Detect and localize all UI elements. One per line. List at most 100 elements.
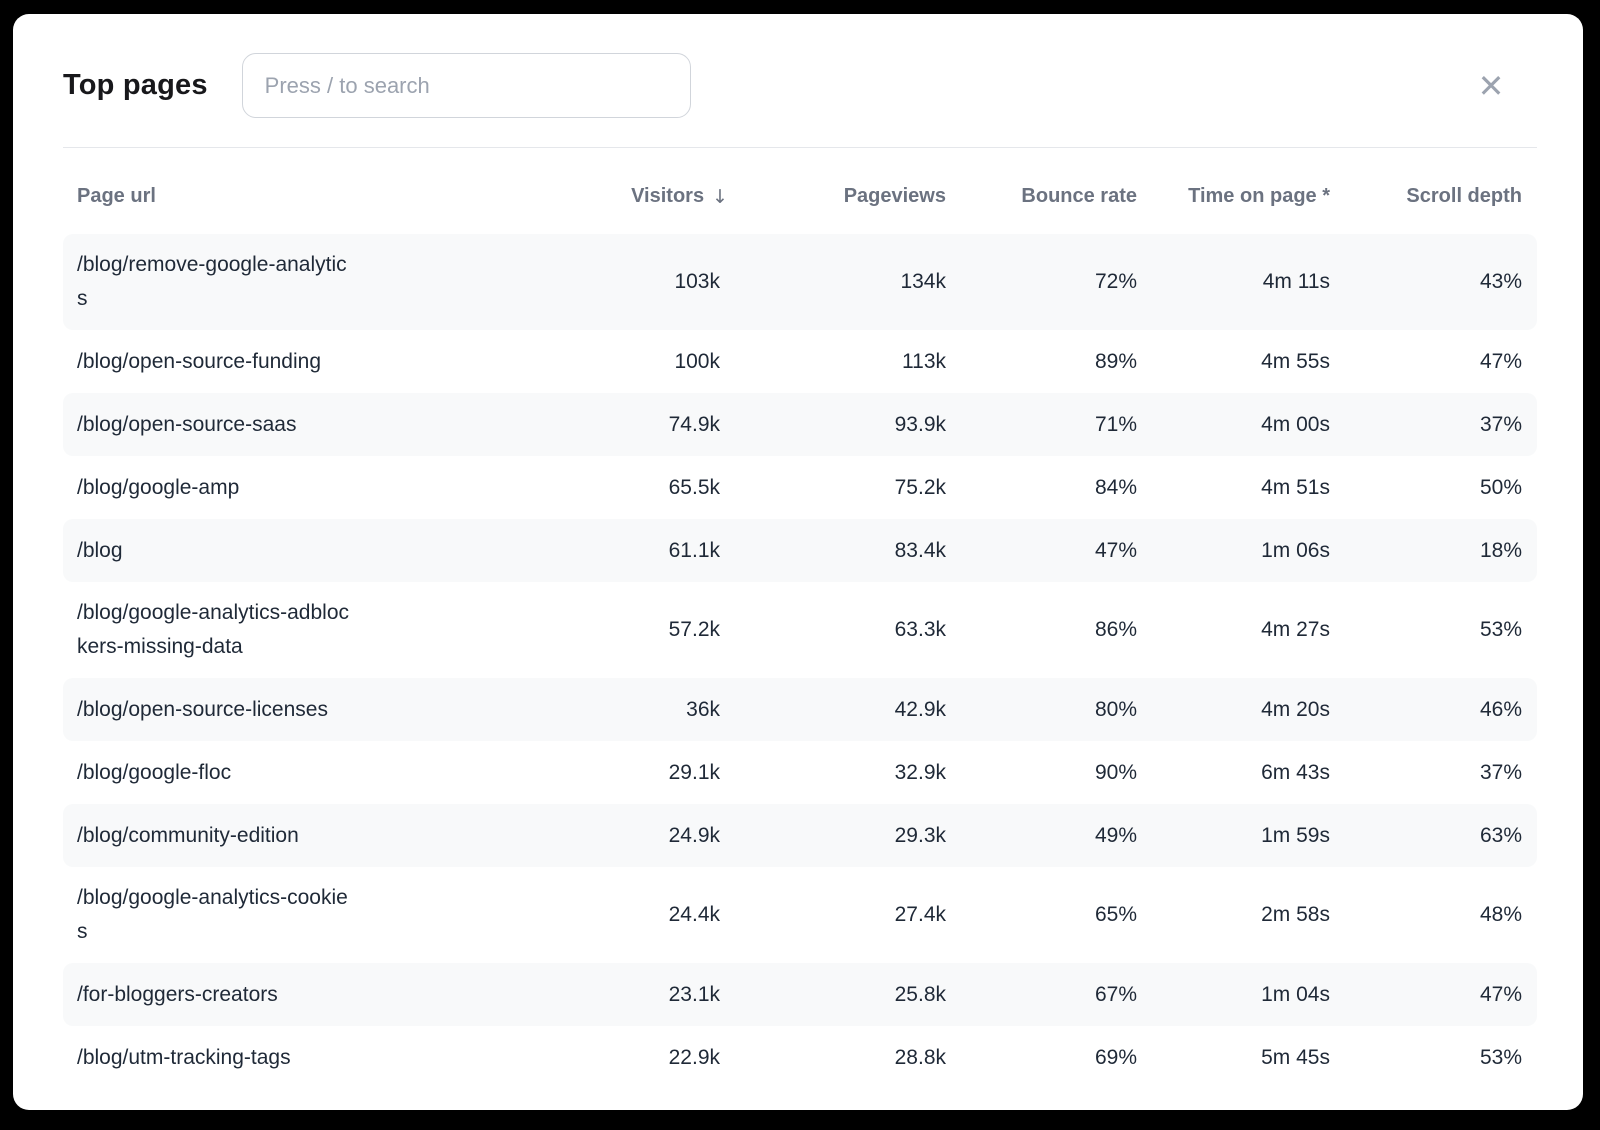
visitors-cell: 100k — [674, 349, 720, 373]
time-on-page-cell: 4m 51s — [1261, 475, 1330, 499]
scroll-depth-cell: 63% — [1479, 823, 1522, 847]
url-cell: /blog/remove-google-analytic s — [77, 253, 347, 310]
scroll-depth-cell: 47% — [1479, 349, 1522, 373]
column-header-time_on_page[interactable]: Time on page * — [1137, 185, 1330, 208]
bounce-rate-cell: 71% — [1094, 412, 1137, 436]
visitors-cell: 36k — [686, 697, 720, 721]
time-on-page-cell: 6m 43s — [1261, 760, 1330, 784]
modal-title: Top pages — [63, 69, 208, 101]
table-row[interactable]: /blog/google-amp 65.5k 75.2k 84% 4m 51s 50% — [63, 456, 1537, 519]
scroll-depth-cell: 43% — [1479, 270, 1522, 293]
search-input[interactable] — [241, 53, 691, 118]
scroll-depth-cell: 18% — [1479, 538, 1522, 562]
bounce-rate-cell: 47% — [1094, 538, 1137, 562]
bounce-rate-cell: 65% — [1094, 903, 1137, 926]
modal-header: Top pages ✕ — [13, 14, 1583, 118]
scroll-depth-cell: 53% — [1479, 1045, 1522, 1069]
url-cell: /blog/community-edition — [77, 823, 299, 847]
column-header-label: Visitors — [631, 185, 705, 207]
scroll-depth-cell: 48% — [1479, 903, 1522, 926]
pageviews-cell: 113k — [902, 349, 946, 373]
column-header-pageviews[interactable]: Pageviews — [720, 185, 946, 208]
time-on-page-cell: 4m 20s — [1261, 697, 1330, 721]
column-header-label: Page url — [77, 185, 156, 207]
table-row[interactable]: /for-bloggers-creators 23.1k 25.8k 67% 1m 04… — [63, 963, 1537, 1026]
url-cell: /for-bloggers-creators — [77, 982, 278, 1006]
column-header-visitors[interactable]: Visitors ↓ — [500, 185, 728, 208]
pageviews-cell: 83.4k — [894, 538, 946, 562]
visitors-cell: 23.1k — [668, 982, 720, 1006]
url-cell: /blog/google-analytics-cookie s — [77, 886, 348, 943]
url-cell: /blog/open-source-funding — [77, 349, 322, 373]
table-row[interactable]: /blog/community-edition 24.9k 29.3k 49% 1m 5… — [63, 804, 1537, 867]
close-button[interactable]: ✕ — [1471, 66, 1511, 106]
top-pages-table: Page url Visitors ↓ Pageviews Bounce rate Tim… — [63, 148, 1537, 1089]
table-row[interactable]: /blog/open-source-licenses 36k 42.9k 80% 4m … — [63, 678, 1537, 741]
url-cell: /blog/utm-tracking-tags — [77, 1045, 291, 1069]
table-row[interactable]: /blog/google-floc 29.1k 32.9k 90% 6m 43s 37% — [63, 741, 1537, 804]
time-on-page-cell: 4m 00s — [1261, 412, 1330, 436]
time-on-page-cell: 1m 06s — [1261, 538, 1330, 562]
visitors-cell: 57.2k — [668, 618, 720, 641]
scroll-depth-cell: 37% — [1479, 760, 1522, 784]
sort-desc-icon: ↓ — [712, 185, 728, 208]
column-header-label: Pageviews — [843, 185, 946, 207]
bounce-rate-cell: 86% — [1094, 618, 1137, 641]
visitors-cell: 74.9k — [668, 412, 720, 436]
table-row[interactable]: /blog/utm-tracking-tags 22.9k 28.8k 69% 5m 4… — [63, 1026, 1537, 1089]
bounce-rate-cell: 89% — [1094, 349, 1137, 373]
column-header-scroll_depth[interactable]: Scroll depth — [1330, 185, 1537, 208]
column-header-bounce_rate[interactable]: Bounce rate — [946, 185, 1137, 208]
url-cell: /blog/google-amp — [77, 475, 240, 499]
bounce-rate-cell: 49% — [1094, 823, 1137, 847]
table-body: /blog/remove-google-analytic s 103k 134k 72… — [63, 234, 1537, 1089]
scroll-depth-cell: 46% — [1479, 697, 1522, 721]
header-divider — [63, 147, 1537, 148]
url-cell: /blog/open-source-saas — [77, 412, 297, 436]
bounce-rate-cell: 80% — [1094, 697, 1137, 721]
time-on-page-cell: 4m 55s — [1261, 349, 1330, 373]
table-row[interactable]: /blog 61.1k 83.4k 47% 1m 06s 18% — [63, 519, 1537, 582]
url-cell: /blog/open-source-licenses — [77, 697, 328, 721]
top-pages-modal: Top pages ✕ Page url Visitors ↓ Pageviews Bo… — [13, 14, 1583, 1110]
table-row[interactable]: /blog/google-analytics-adbloc kers-missi… — [63, 582, 1537, 678]
pageviews-cell: 93.9k — [894, 412, 946, 436]
table-row[interactable]: /blog/open-source-funding 100k 113k 89% 4m 5… — [63, 330, 1537, 393]
column-header-url: Page url — [63, 185, 500, 208]
scroll-depth-cell: 50% — [1479, 475, 1522, 499]
bounce-rate-cell: 72% — [1094, 270, 1137, 293]
time-on-page-cell: 2m 58s — [1261, 903, 1330, 926]
time-on-page-cell: 4m 11s — [1262, 270, 1330, 293]
url-cell: /blog/google-analytics-adbloc kers-missi… — [77, 601, 350, 658]
pageviews-cell: 25.8k — [894, 982, 946, 1006]
visitors-cell: 24.9k — [668, 823, 720, 847]
bounce-rate-cell: 69% — [1094, 1045, 1137, 1069]
scroll-depth-cell: 53% — [1479, 618, 1522, 641]
bounce-rate-cell: 84% — [1094, 475, 1137, 499]
visitors-cell: 65.5k — [668, 475, 720, 499]
scroll-depth-cell: 47% — [1479, 982, 1522, 1006]
table-row[interactable]: /blog/remove-google-analytic s 103k 134k 72… — [63, 234, 1537, 330]
visitors-cell: 61.1k — [668, 538, 720, 562]
column-header-label: Bounce rate — [1021, 185, 1137, 207]
bounce-rate-cell: 67% — [1094, 982, 1137, 1006]
pageviews-cell: 27.4k — [894, 903, 946, 926]
table-row[interactable]: /blog/open-source-saas 74.9k 93.9k 71% 4m 00… — [63, 393, 1537, 456]
url-cell: /blog — [77, 538, 123, 562]
pageviews-cell: 29.3k — [894, 823, 946, 847]
pageviews-cell: 32.9k — [894, 760, 946, 784]
visitors-cell: 103k — [674, 270, 720, 293]
column-header-label: Scroll depth — [1406, 185, 1522, 207]
pageviews-cell: 134k — [900, 270, 946, 293]
time-on-page-cell: 5m 45s — [1261, 1045, 1330, 1069]
time-on-page-cell: 1m 59s — [1261, 823, 1330, 847]
pageviews-cell: 75.2k — [894, 475, 946, 499]
time-on-page-cell: 1m 04s — [1261, 982, 1330, 1006]
pageviews-cell: 42.9k — [894, 697, 946, 721]
visitors-cell: 24.4k — [668, 903, 720, 926]
close-icon: ✕ — [1477, 66, 1505, 105]
time-on-page-cell: 4m 27s — [1261, 618, 1330, 641]
table-row[interactable]: /blog/google-analytics-cookie s 24.4k 27.4… — [63, 867, 1537, 963]
visitors-cell: 22.9k — [668, 1045, 720, 1069]
bounce-rate-cell: 90% — [1094, 760, 1137, 784]
